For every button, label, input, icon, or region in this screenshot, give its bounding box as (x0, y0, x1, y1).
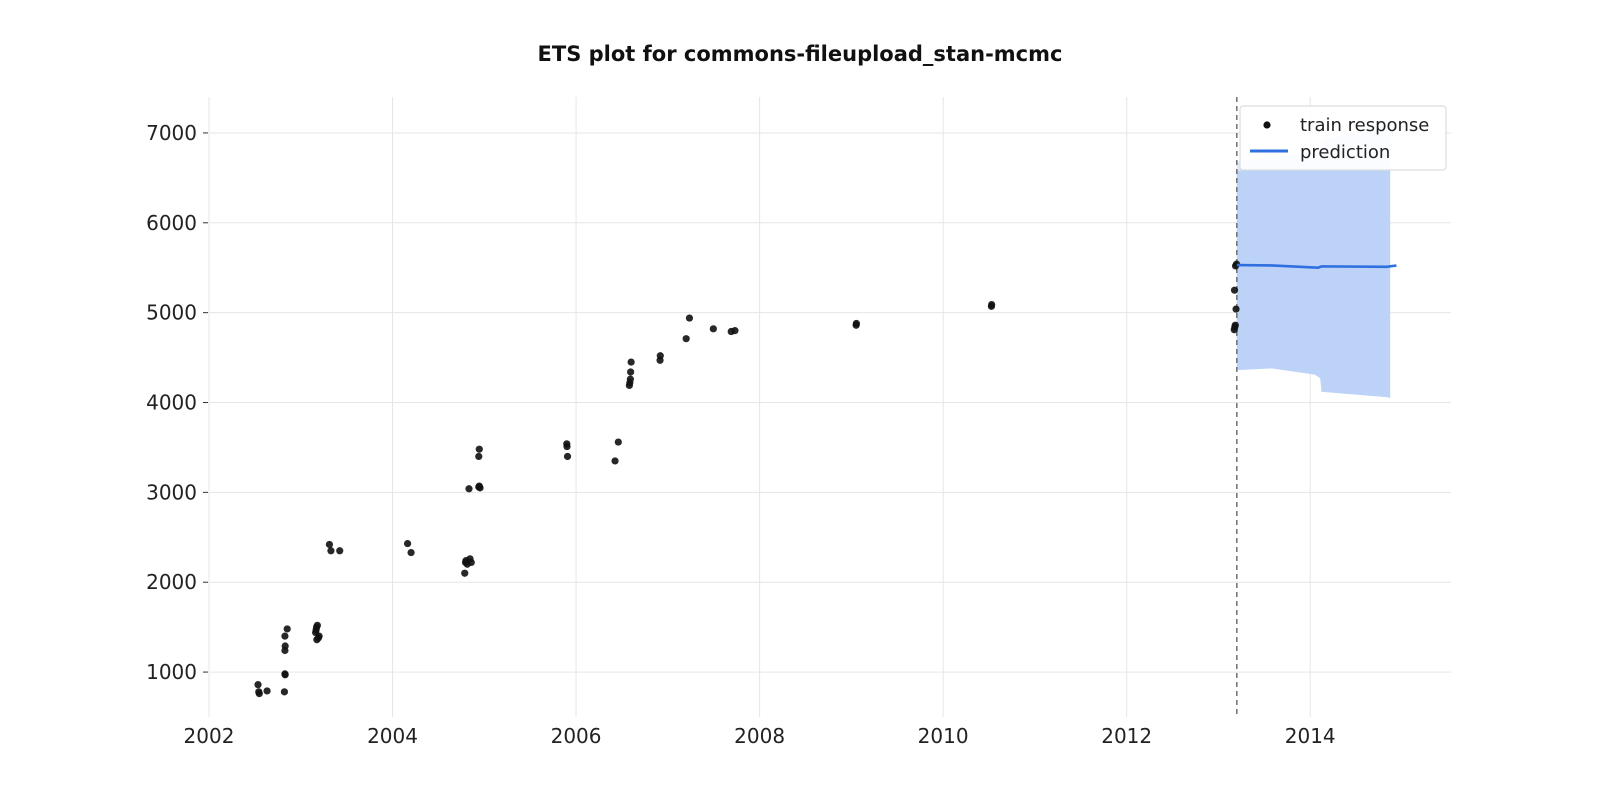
train-response-point (467, 558, 475, 567)
y-tick-label: 2000 (146, 570, 197, 594)
train-response-point (852, 319, 860, 328)
axes: 2002 2004 2006 2008 2010 2012 2014 1000 2000 3000… (146, 121, 1336, 748)
train-response-point (475, 452, 483, 461)
x-tick-label: 2002 (184, 724, 235, 748)
train-response-point (465, 485, 473, 493)
train-response-point (1230, 286, 1239, 294)
train-response-point (611, 457, 619, 465)
x-tick-label: 2004 (367, 724, 418, 748)
prediction-interval (1236, 123, 1391, 399)
train-response-point (476, 484, 484, 492)
legend: train response prediction (1239, 105, 1447, 171)
train-response-point (325, 540, 334, 549)
train-response-point (626, 375, 634, 383)
train-response-point (656, 352, 664, 360)
x-tick-label: 2012 (1101, 724, 1152, 748)
y-tick-label: 4000 (146, 391, 197, 415)
train-response-point (682, 335, 690, 343)
y-tick-label: 1000 (146, 660, 197, 684)
train-response-point (685, 314, 694, 322)
train-response-point (407, 548, 415, 557)
x-tick-label: 2014 (1285, 724, 1336, 748)
legend-label-train-response: train response (1300, 115, 1429, 136)
train-response-point (1231, 321, 1239, 329)
train-response-point (255, 690, 263, 698)
x-tick-label: 2006 (551, 724, 602, 748)
y-tick-label: 5000 (146, 301, 197, 325)
chart-title: ETS plot for commons-fileupload_stan-mcm… (538, 42, 1063, 66)
train-response-point (403, 539, 412, 548)
train-response-point (614, 438, 622, 446)
x-tick-label: 2010 (918, 724, 969, 748)
y-tick-label: 6000 (146, 211, 197, 235)
train-response-point (461, 569, 469, 577)
prediction-interval-inner (1236, 170, 1391, 399)
prediction-line (1236, 263, 1397, 270)
train-response-point (731, 327, 739, 335)
train-response-point (281, 671, 289, 679)
legend-label-prediction: prediction (1300, 142, 1390, 163)
train-response-point (563, 442, 571, 451)
train-response-point (709, 325, 717, 333)
train-response-point (281, 642, 289, 650)
train-response-point (475, 445, 483, 453)
train-response-point (1232, 305, 1240, 313)
train-response-point (254, 681, 262, 689)
train-response-point (283, 625, 291, 633)
train-response-point (988, 300, 996, 309)
x-tick-label: 2008 (734, 724, 785, 748)
train-response-point (280, 688, 289, 696)
train-response-point (263, 687, 271, 695)
train-response-point (315, 632, 323, 640)
train-response-point (627, 368, 635, 376)
legend-marker-train-response (1263, 121, 1271, 129)
y-tick-label: 3000 (146, 480, 197, 504)
train-response-point (336, 547, 344, 555)
train-response-point (563, 452, 572, 461)
y-tick-label: 7000 (146, 121, 197, 145)
train-response-point (313, 621, 321, 629)
legend-box (1239, 105, 1447, 171)
train-response-point (281, 632, 289, 640)
train-response-point (327, 547, 335, 555)
train-response-points (254, 260, 1241, 698)
prediction-line-group (1236, 263, 1397, 270)
train-response-point (627, 358, 635, 366)
